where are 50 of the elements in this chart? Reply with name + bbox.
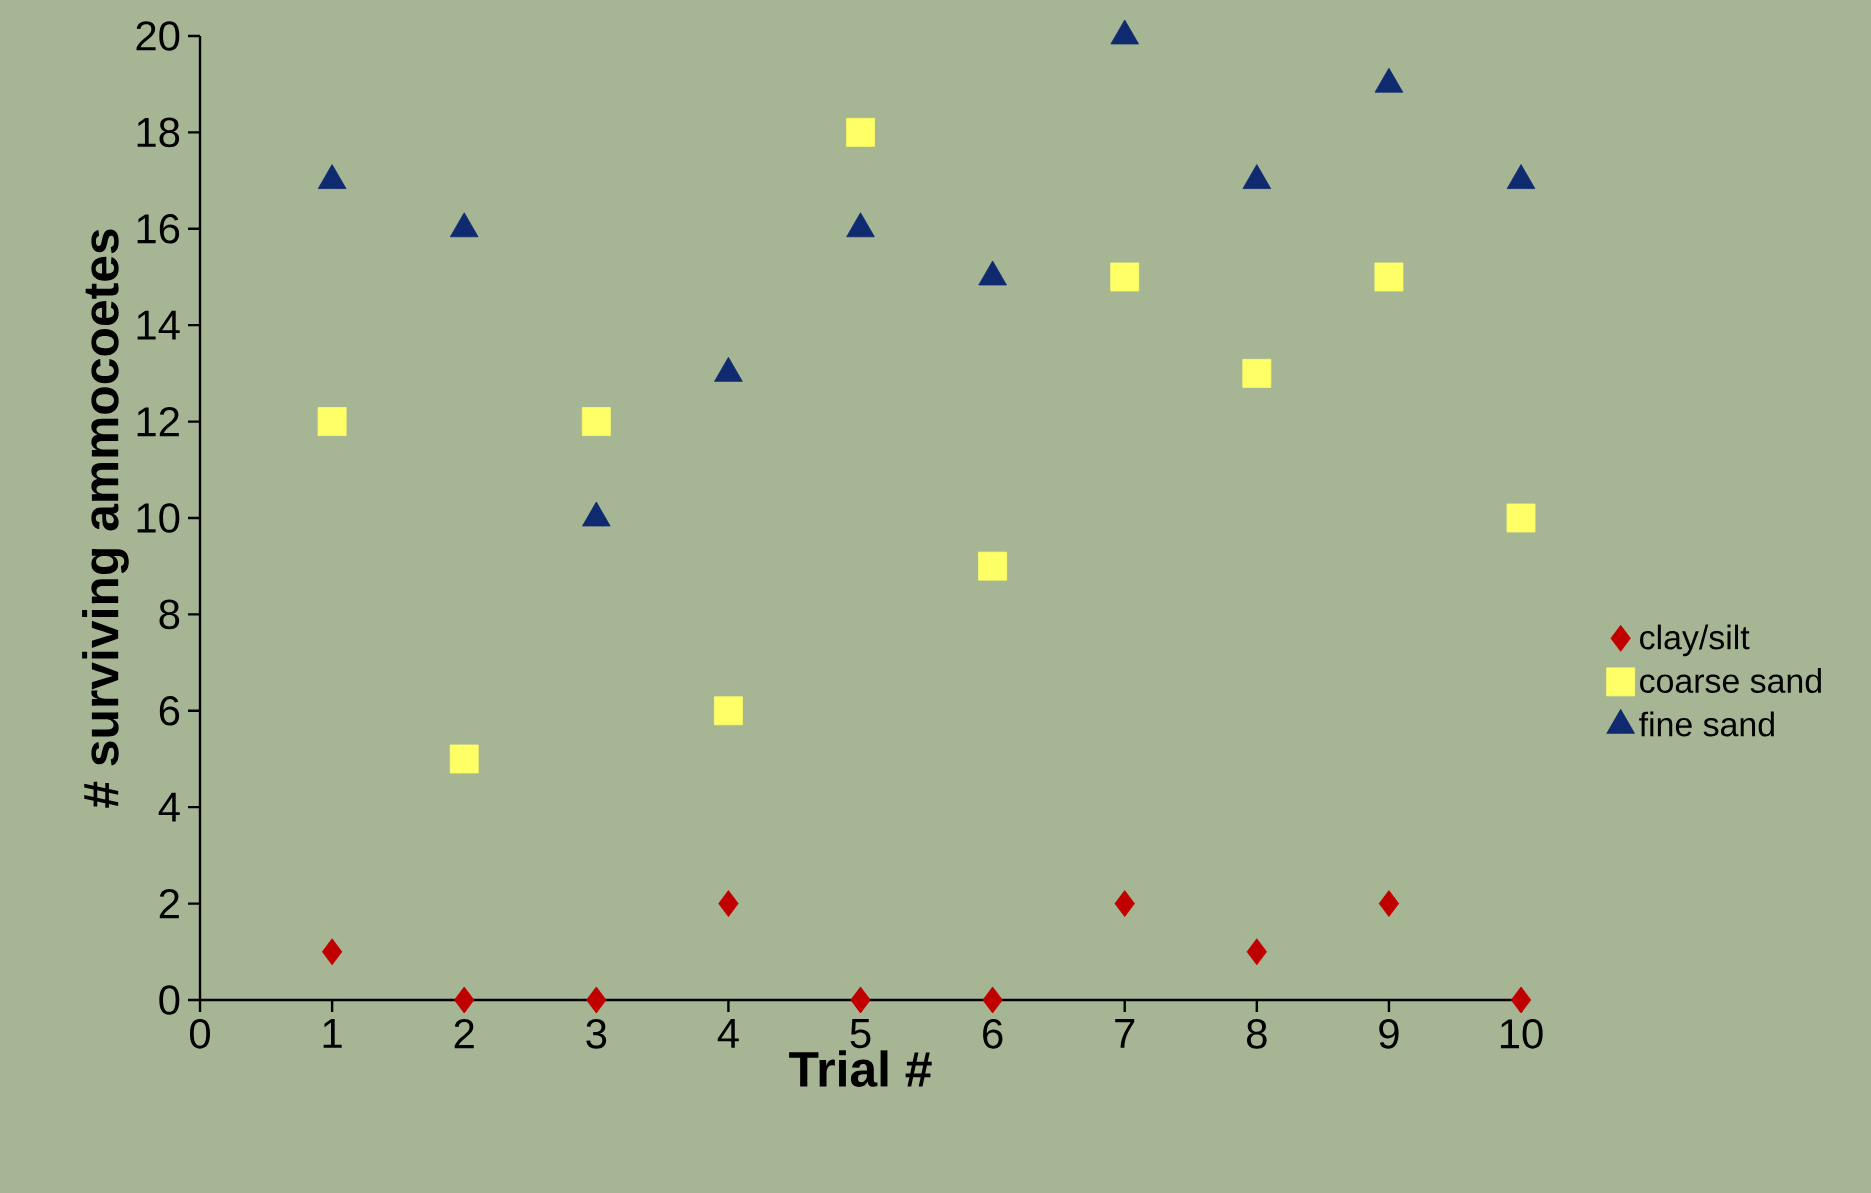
y-tick-label: 18 [137, 117, 180, 148]
point [1246, 938, 1267, 966]
y-tick-label: 10 [137, 503, 180, 533]
y-tick-label: 2 [159, 888, 179, 919]
x-tick-label: 5 [850, 1019, 871, 1049]
point [586, 986, 607, 1014]
point [449, 212, 479, 238]
point [714, 356, 743, 382]
legend-label: coarse sand [1640, 668, 1821, 693]
point [321, 938, 343, 966]
y-tick-label: 0 [159, 985, 180, 1015]
y-tick-label: 4 [158, 792, 180, 822]
point [454, 986, 475, 1014]
x-tick-label: 4 [717, 1019, 739, 1048]
x-tick-label: 0 [190, 1019, 210, 1049]
y-tick-label: 12 [137, 406, 179, 437]
point [978, 260, 1007, 286]
y-axis-title: # surviving ammocoetes [82, 229, 129, 808]
x-tick-label: 10 [1500, 1019, 1543, 1049]
point [850, 986, 871, 1014]
legend-label: fine sand [1639, 711, 1774, 737]
y-tick-label: 16 [137, 213, 180, 244]
x-tick-label: 6 [983, 1019, 1003, 1049]
y-tick-label: 14 [137, 310, 180, 340]
legend-label: clay/silt [1640, 624, 1750, 657]
point [982, 986, 1003, 1014]
point [846, 212, 875, 238]
point [714, 696, 743, 726]
x-tick-label: 9 [1379, 1019, 1399, 1049]
y-tick-label: 20 [136, 21, 180, 51]
point [1114, 890, 1135, 917]
x-tick-label: 2 [454, 1019, 474, 1049]
point [317, 164, 347, 189]
x-tick-label: 3 [586, 1019, 607, 1049]
x-axis-title: Trial # [789, 1050, 932, 1087]
point [1510, 986, 1532, 1014]
point [1374, 67, 1404, 93]
point [1110, 19, 1139, 45]
point [449, 744, 479, 774]
x-tick-label: 7 [1115, 1019, 1135, 1048]
point [978, 551, 1008, 581]
point [718, 890, 739, 917]
y-tick-label: 8 [159, 599, 180, 630]
y-tick-label: 6 [159, 695, 180, 726]
point [1242, 164, 1272, 189]
point [582, 501, 611, 527]
x-tick-label: 1 [323, 1019, 342, 1048]
x-tick-label: 8 [1247, 1019, 1267, 1049]
point [1506, 164, 1536, 189]
point [1378, 890, 1400, 917]
